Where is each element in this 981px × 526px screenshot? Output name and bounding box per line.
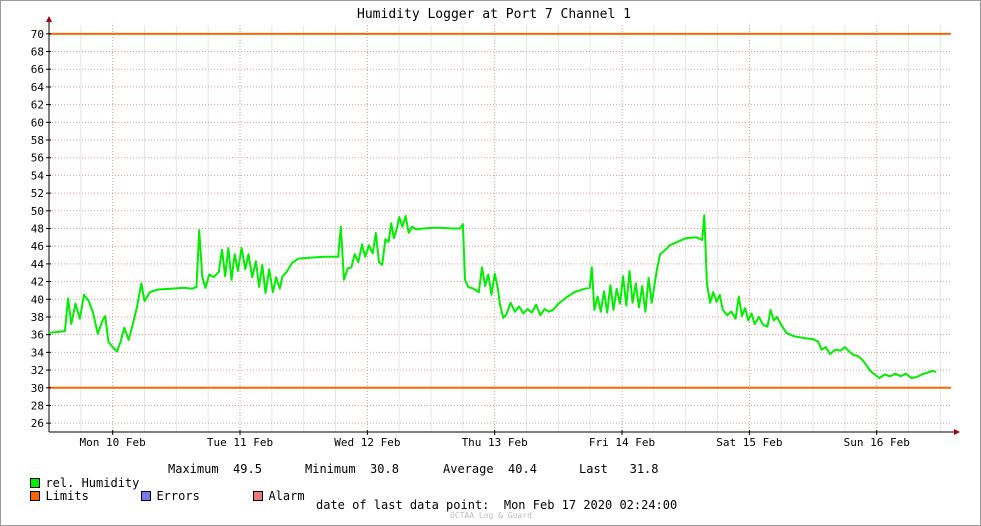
series-layer [48,214,937,379]
y-tick-label: 50 [31,205,44,218]
x-tick-label: Sun 16 Feb [844,436,910,449]
y-tick-label: 52 [31,187,44,200]
stat-average: Average 40.4 [443,462,537,476]
y-tick-label: 70 [31,28,44,41]
x-tick-label: Mon 10 Feb [80,436,146,449]
stat-last-label: Last [579,462,608,476]
stat-last-value: 31.8 [629,462,659,476]
y-tick-label: 36 [31,329,44,342]
legend-row-1: rel. Humidity [16,462,139,490]
y-axis-arrow [46,16,52,22]
stat-average-value: 40.4 [508,462,537,476]
y-tick-label: 66 [31,63,44,76]
series-line-humidity [48,214,937,379]
legend-label-limits: Limits [45,489,89,503]
x-tick-labels: Mon 10 Feb Tue 11 Feb Wed 12 Feb Thu 13 Feb… [80,436,910,449]
stat-maximum-value: 49.5 [233,462,262,476]
legend-swatch-humidity [30,478,41,488]
y-tick-label: 68 [31,46,44,59]
last-data-point-value: Mon Feb 17 2020 02:24:00 [503,498,678,512]
y-tick-labels: 26 28 30 32 34 36 38 40 42 44 46 48 50 52 54 56 58 60 62 64… [31,28,45,430]
y-tick-label: 48 [31,223,44,236]
grid [48,25,951,432]
y-tick-label: 38 [31,311,44,324]
x-tick-label: Thu 13 Feb [462,436,528,449]
y-tick-label: 34 [31,346,45,359]
x-axis-arrow [954,429,960,435]
stat-last: Last 31.8 [579,462,659,476]
y-tick-label: 58 [31,134,44,147]
last-data-point: date of last data point: Mon Feb 17 2020… [316,498,677,512]
y-tick-label: 56 [31,152,44,165]
y-tick-label: 26 [31,417,44,430]
chart-title: Humidity Logger at Port 7 Channel 1 [357,7,631,22]
legend-swatch-alarm [253,491,264,501]
y-tick-label: 32 [31,364,44,377]
y-tick-label: 46 [31,240,44,253]
stat-maximum-label: Maximum [168,462,219,476]
legend-limits: Limits [16,475,89,503]
limit-lines [49,32,951,389]
y-tick-label: 42 [31,276,44,289]
legend-label-errors: Errors [156,489,200,503]
x-tick-label: Fri 14 Feb [589,436,655,449]
legend-swatch-limits [30,491,41,501]
stat-minimum-label: Minimum [305,462,356,476]
legend-swatch-errors [141,491,152,501]
x-tick-label: Wed 12 Feb [334,436,400,449]
y-tick-label: 60 [31,116,44,129]
credit-watermark: OCTAA Log & Guard [450,511,532,520]
y-tick-label: 40 [31,293,44,306]
last-data-point-label: date of last data point: [316,498,490,512]
y-tick-label: 28 [31,399,44,412]
stat-average-label: Average [443,462,494,476]
y-tick-label: 30 [31,382,44,395]
x-tick-label: Sat 15 Feb [716,436,782,449]
y-tick-label: 44 [31,258,45,271]
stat-maximum: Maximum 49.5 [168,462,262,476]
stat-minimum-value: 30.8 [370,462,399,476]
legend-label-humidity: rel. Humidity [45,476,140,490]
y-tick-label: 62 [31,99,44,112]
x-tick-label: Tue 11 Feb [207,436,273,449]
stat-minimum: Minimum 30.8 [305,462,399,476]
legend-alarm: Alarm [239,475,305,503]
y-tick-label: 64 [31,81,45,94]
y-tick-label: 54 [31,169,45,182]
axes [46,16,960,435]
legend-errors: Errors [127,475,200,503]
legend-label-alarm: Alarm [268,489,305,503]
